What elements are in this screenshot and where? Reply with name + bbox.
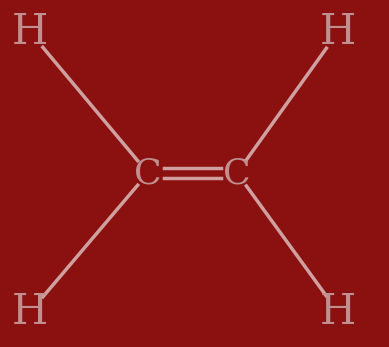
Text: H: H: [12, 11, 48, 53]
Text: C: C: [223, 156, 251, 190]
Text: H: H: [320, 291, 356, 333]
Text: H: H: [320, 11, 356, 53]
Text: H: H: [12, 291, 48, 333]
Text: C: C: [134, 156, 162, 190]
